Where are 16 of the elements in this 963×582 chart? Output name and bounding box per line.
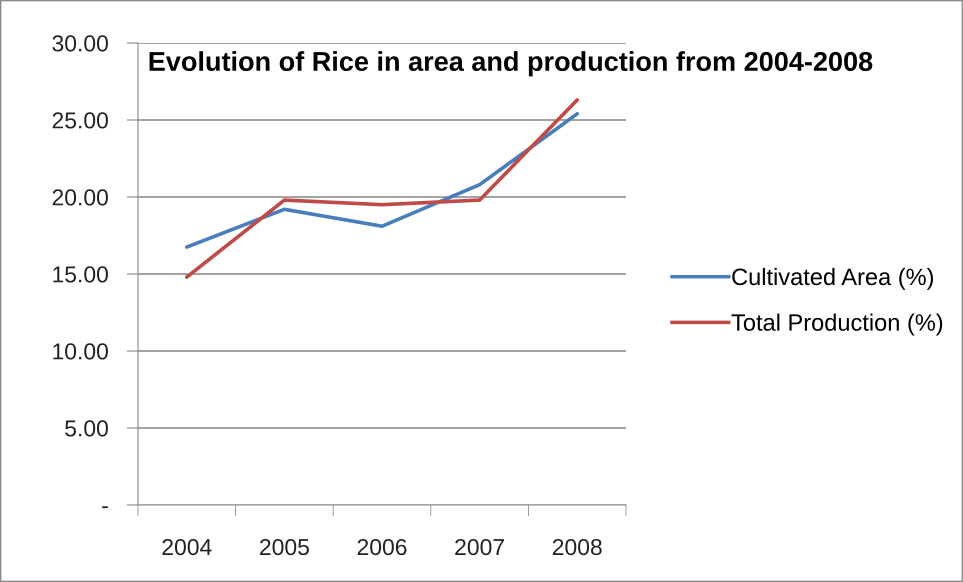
x-tick-label: 2008 xyxy=(552,538,602,556)
y-tick-label: 15.00 xyxy=(53,266,108,283)
y-tick-label: 20.00 xyxy=(52,189,108,206)
y-tick-label: 10.00 xyxy=(53,343,108,360)
y-tick-label: - xyxy=(102,506,108,508)
x-tick-label: 2005 xyxy=(260,538,309,556)
legend-label: Total Production (%) xyxy=(732,314,942,336)
x-tick-label: 2007 xyxy=(455,538,504,556)
y-tick-label: 30.00 xyxy=(52,35,108,52)
line-series xyxy=(184,98,580,279)
x-tick-label: 2004 xyxy=(162,538,212,556)
x-tick-label: 2006 xyxy=(358,538,406,556)
chart-title: Evolution of Rice in area and production from 2004-2008 xyxy=(150,51,872,76)
y-tick-label: 25.00 xyxy=(52,112,108,129)
y-tick-label: 5.00 xyxy=(65,420,108,437)
legend-label: Cultivated Area (%) xyxy=(732,268,934,290)
